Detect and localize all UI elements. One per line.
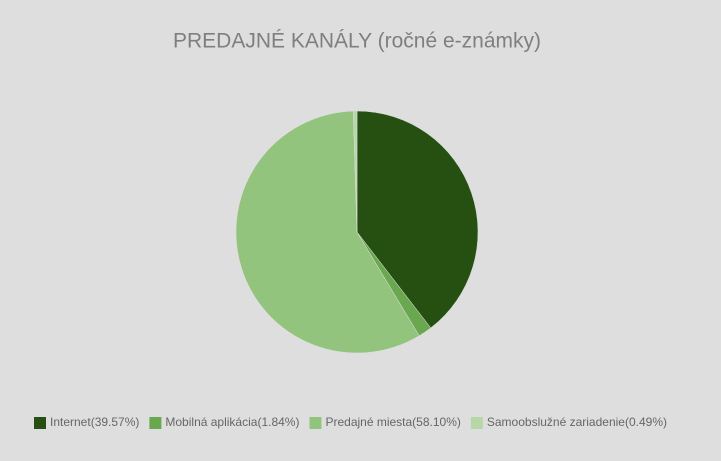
pie-slice	[353, 110, 358, 233]
pie-slice	[235, 110, 420, 354]
legend-swatch	[149, 417, 162, 429]
legend-swatch	[34, 417, 46, 429]
legend-label: Internet(39.57%)	[50, 415, 139, 429]
chart-title: PREDAJNÉ KANÁLY (ročné e-známky)	[173, 30, 541, 53]
pie-slice	[356, 110, 479, 329]
legend-label: Samoobslužné zariadenie(0.49%)	[487, 415, 667, 429]
legend-label: Predajné miesta(58.10%)	[325, 415, 460, 429]
legend-label: Mobilná aplikácia(1.84%)	[165, 415, 299, 429]
legend-swatch	[470, 417, 483, 429]
legend-swatch	[309, 417, 322, 429]
